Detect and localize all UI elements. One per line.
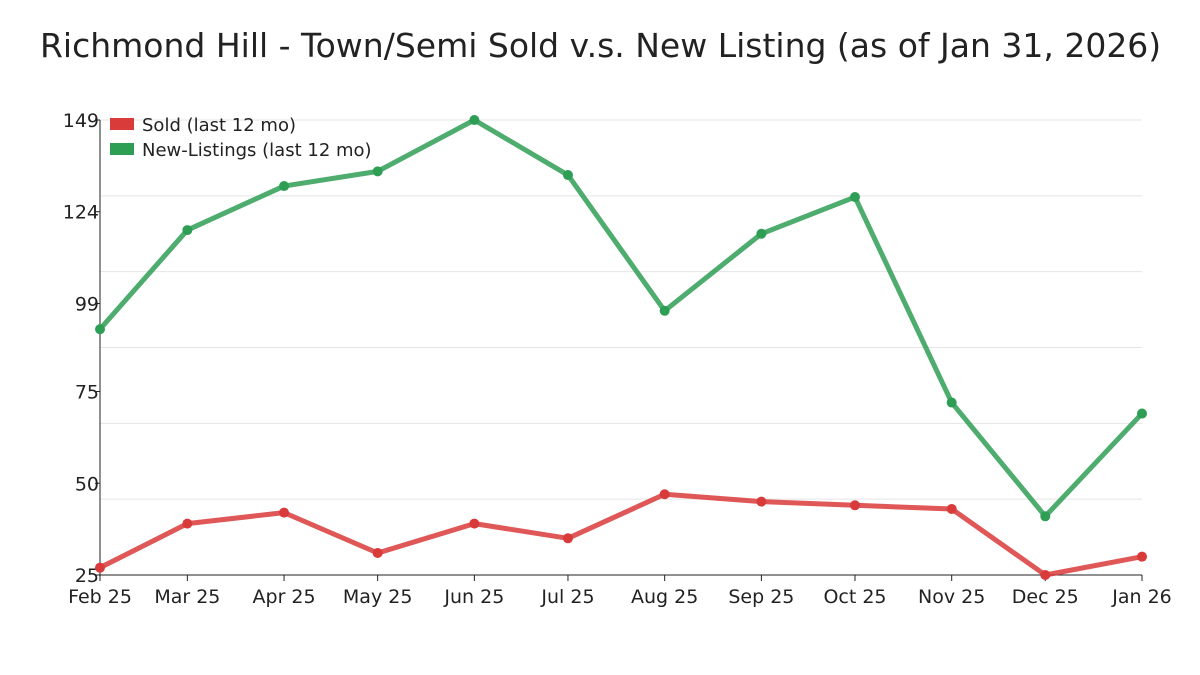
y-tick-label: 149 <box>63 110 99 132</box>
series-sold <box>95 489 1147 580</box>
series-line <box>98 117 1144 519</box>
data-point <box>756 228 767 239</box>
series-line <box>98 491 1143 578</box>
data-point <box>756 496 767 507</box>
y-tick-label: 124 <box>63 202 99 224</box>
data-point <box>469 115 480 125</box>
x-tick-label: Oct 25 <box>823 586 886 608</box>
x-tick-label: Nov 25 <box>918 586 985 608</box>
x-tick-label: Dec 25 <box>1012 586 1079 608</box>
x-tick-label: Mar 25 <box>154 586 220 608</box>
x-tick-label: May 25 <box>343 586 413 608</box>
data-point <box>1040 570 1051 580</box>
data-point <box>659 305 670 316</box>
data-point <box>372 547 383 558</box>
legend-swatch <box>110 143 134 155</box>
series-new-listings <box>95 115 1147 522</box>
legend-label: New-Listings (last 12 mo) <box>142 140 372 161</box>
x-tick-label: Jul 25 <box>540 586 594 608</box>
data-point <box>95 562 105 573</box>
legend-swatch <box>110 118 134 130</box>
data-point <box>469 518 480 529</box>
legend-label: Sold (last 12 mo) <box>142 115 296 136</box>
data-point <box>946 397 957 408</box>
x-tick-label: Aug 25 <box>631 586 698 608</box>
y-tick-label: 99 <box>75 293 99 315</box>
data-point <box>279 181 290 192</box>
x-tick-label: Jan 26 <box>1111 586 1172 608</box>
data-point <box>849 500 860 511</box>
data-point <box>95 324 105 335</box>
data-point <box>562 533 573 544</box>
x-tick-label: Apr 25 <box>253 586 316 608</box>
data-point <box>946 503 957 514</box>
data-point <box>562 170 573 181</box>
x-tick-label: Sep 25 <box>728 586 794 608</box>
data-point <box>1040 511 1051 522</box>
data-point <box>659 489 670 500</box>
x-tick-label: Feb 25 <box>68 586 132 608</box>
data-point <box>279 507 290 518</box>
data-point <box>1137 408 1147 419</box>
data-point <box>182 518 193 529</box>
x-tick-label: Jun 25 <box>443 586 504 608</box>
y-tick-label: 75 <box>75 382 99 404</box>
data-point <box>849 192 860 203</box>
y-tick-label: 25 <box>75 565 99 587</box>
data-point <box>372 166 383 177</box>
data-point <box>1137 551 1147 562</box>
y-tick-label: 50 <box>75 473 99 495</box>
chart-title: Richmond Hill - Town/Semi Sold v.s. New … <box>40 26 1162 65</box>
data-point <box>182 225 193 236</box>
